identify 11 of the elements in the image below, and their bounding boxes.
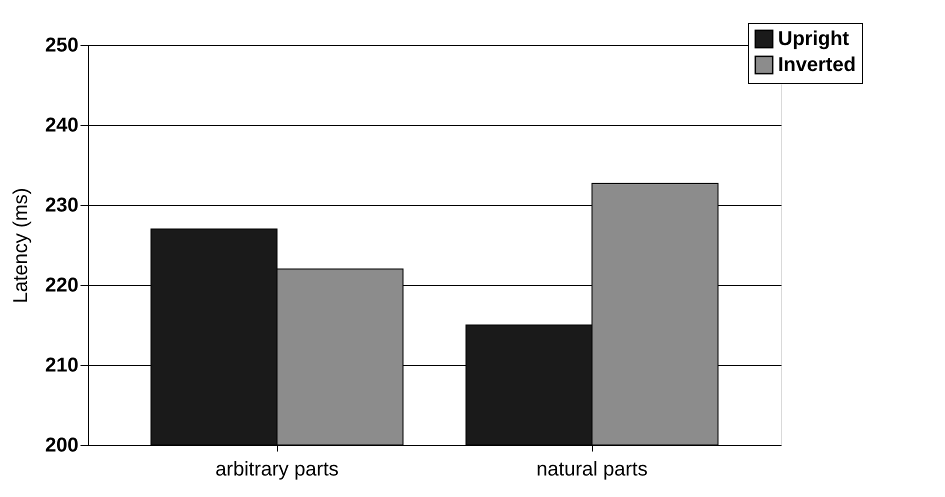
y-tick-label: 200: [45, 434, 78, 456]
y-tick-label: 250: [45, 34, 78, 56]
y-tick-label: 240: [45, 114, 78, 136]
x-tick-label: natural parts: [536, 458, 648, 480]
y-tick-label: 210: [45, 354, 78, 376]
x-tick-label: arbitrary parts: [215, 458, 339, 480]
y-axis-title: Latency (ms): [10, 188, 32, 304]
y-tick-label: 220: [45, 274, 78, 296]
legend-label: Inverted: [778, 54, 856, 76]
y-tick-label: 230: [45, 194, 78, 216]
legend-label: Upright: [778, 28, 850, 50]
